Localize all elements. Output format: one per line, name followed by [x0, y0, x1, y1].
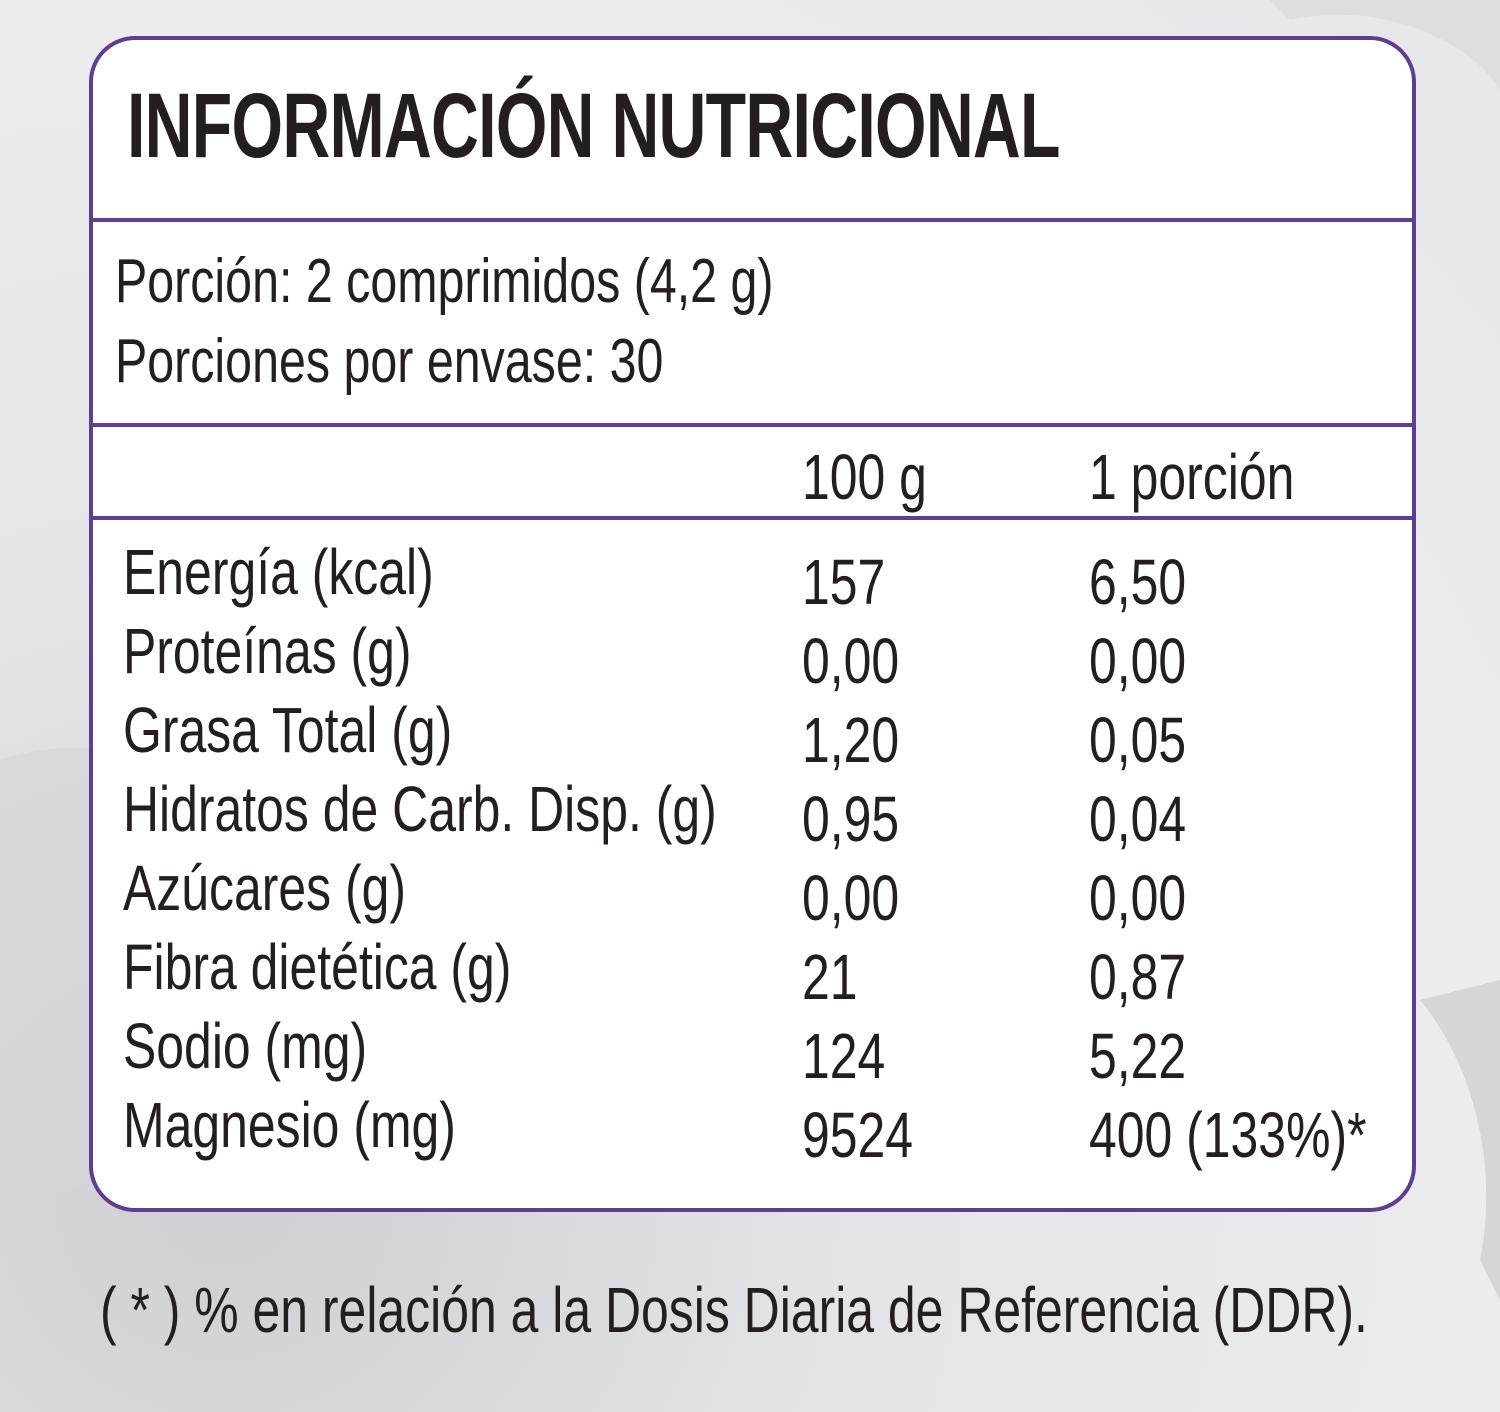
serving-size: Porción: 2 comprimidos (4,2 g): [115, 247, 774, 316]
panel-title: INFORMACIÓN NUTRICIONAL: [127, 75, 1061, 177]
nutrition-facts-panel: INFORMACIÓN NUTRICIONAL Porción: 2 compr…: [89, 36, 1416, 1212]
column-header-100g: 100 g: [802, 441, 927, 513]
value-per-portion: 400 (133%)*: [1089, 1099, 1367, 1171]
value-per-100g: 0,00: [802, 862, 900, 934]
value-per-portion: 0,05: [1089, 704, 1187, 776]
divider-header: [93, 516, 1412, 520]
value-per-portion: 0,04: [1089, 783, 1187, 855]
value-per-100g: 0,00: [802, 625, 900, 697]
nutrient-name: Azúcares (g): [123, 852, 406, 924]
value-per-portion: 0,87: [1089, 941, 1187, 1013]
divider-title: [93, 218, 1412, 222]
nutrient-name: Energía (kcal): [123, 536, 434, 608]
nutrient-name: Magnesio (mg): [123, 1089, 456, 1161]
value-per-100g: 157: [802, 546, 886, 618]
value-per-portion: 5,22: [1089, 1020, 1187, 1092]
nutrient-name: Sodio (mg): [123, 1010, 368, 1082]
divider-serving: [93, 423, 1412, 427]
servings-per-container: Porciones por envase: 30: [115, 327, 664, 396]
ddr-footnote: ( * ) % en relación a la Dosis Diaria de…: [100, 1274, 1368, 1346]
value-per-100g: 124: [802, 1020, 886, 1092]
nutrient-name: Fibra dietética (g): [123, 931, 512, 1003]
nutrient-name: Grasa Total (g): [123, 694, 453, 766]
value-per-portion: 0,00: [1089, 625, 1187, 697]
value-per-portion: 0,00: [1089, 862, 1187, 934]
column-header-portion: 1 porción: [1089, 441, 1295, 513]
value-per-100g: 1,20: [802, 704, 900, 776]
value-per-portion: 6,50: [1089, 546, 1187, 618]
value-per-100g: 21: [802, 941, 858, 1013]
value-per-100g: 0,95: [802, 783, 900, 855]
value-per-100g: 9524: [802, 1099, 914, 1171]
nutrient-name: Hidratos de Carb. Disp. (g): [123, 773, 717, 845]
nutrient-name: Proteínas (g): [123, 615, 412, 687]
